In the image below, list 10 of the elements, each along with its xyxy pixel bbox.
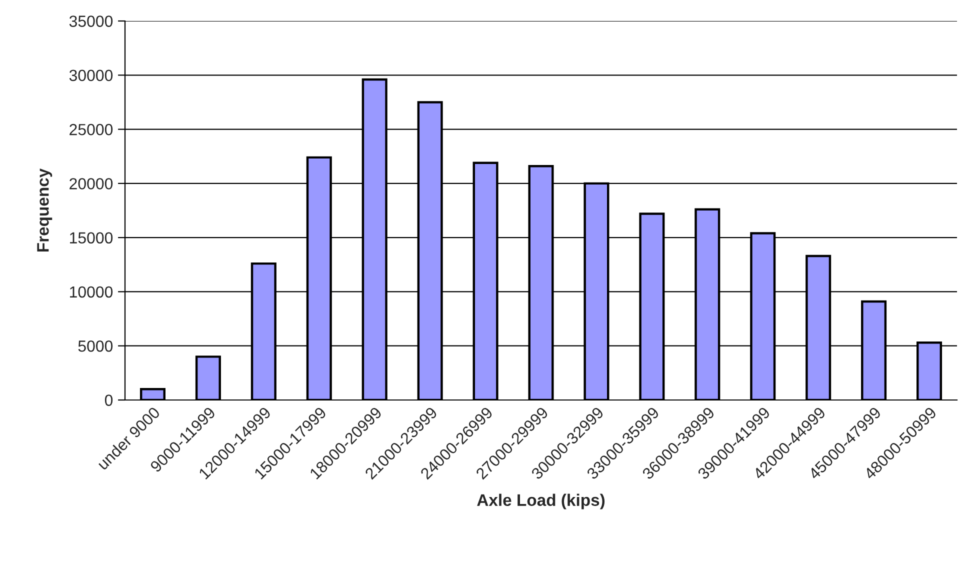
y-tick-label: 25000 [70,124,113,136]
y-axis-title: Frequency [37,168,52,252]
y-tick-label: 10000 [70,286,113,298]
y-tick-label: 35000 [69,16,113,27]
y-tick-label: 30000 [69,70,113,82]
y-tick-label: 20000 [70,178,113,190]
y-tick-label: 15000 [70,232,113,244]
x-axis-title: Axle Load (kips) [477,494,605,510]
y-tick-label: 0 [104,394,113,406]
y-tick-label: 5000 [78,340,113,352]
